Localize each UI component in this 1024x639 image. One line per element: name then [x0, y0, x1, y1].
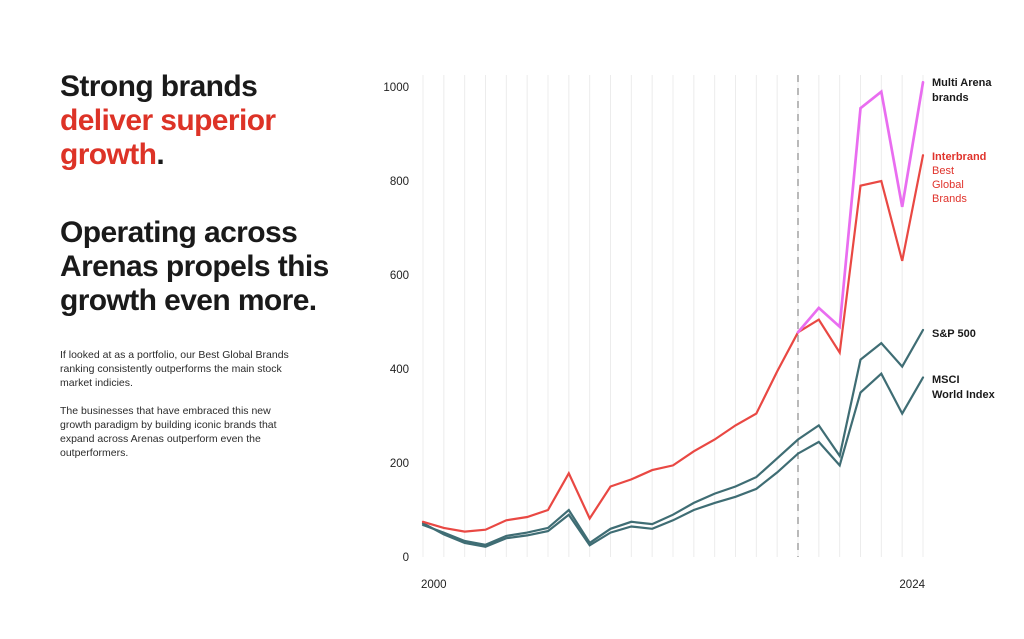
headline-line-2: deliver superior [60, 104, 276, 137]
y-tick-label: 0 [403, 552, 409, 564]
x-tick-label-left: 2000 [421, 579, 447, 591]
legend-interbrand-best-global-brands: Interbrand Best Global Brands [932, 151, 987, 205]
series-line-sp500 [421, 328, 925, 546]
headline2-line-3: growth even more. [60, 284, 317, 317]
series-line-msci [421, 371, 925, 548]
headline-secondary: Operating across Arenas propels this gro… [60, 216, 390, 318]
y-tick-label: 800 [390, 176, 409, 188]
legend-multi-arena-brands: Multi Arena brands [932, 77, 992, 104]
headline-line-3: growth. [60, 138, 165, 171]
x-tick-label-right: 2024 [899, 579, 925, 591]
series-line-interbrand [421, 154, 925, 533]
headline-line-1: Strong brands [60, 70, 258, 103]
body-copy: If looked at as a portfolio, our Best Gl… [60, 348, 295, 460]
y-tick-label: 200 [390, 458, 409, 470]
y-tick-label: 600 [390, 270, 409, 282]
headline2-line-2: Arenas propels this [60, 250, 329, 283]
legend-msci-world-index: MSCI World Index [932, 374, 995, 401]
headline-primary: Strong brands deliver superior growth. [60, 70, 390, 172]
body-paragraph-1: If looked at as a portfolio, our Best Gl… [60, 349, 289, 389]
intro-text-block: Strong brands deliver superior growth. O… [60, 70, 390, 474]
series-line-multi_arena [796, 80, 925, 334]
y-tick-label: 400 [390, 364, 409, 376]
legend-sp500: S&P 500 [932, 328, 976, 340]
y-tick-label: 1000 [383, 82, 409, 94]
body-paragraph-2: The businesses that have embraced this n… [60, 405, 277, 459]
headline2-line-1: Operating across [60, 216, 298, 249]
